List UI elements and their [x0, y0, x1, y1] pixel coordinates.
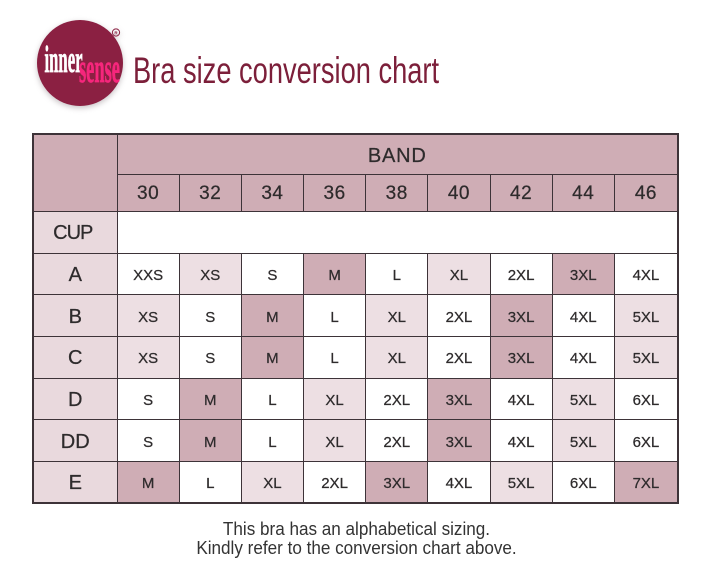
- svg-text:inner: inner: [45, 39, 83, 81]
- svg-text:sense: sense: [79, 45, 120, 91]
- svg-text:R: R: [114, 30, 118, 35]
